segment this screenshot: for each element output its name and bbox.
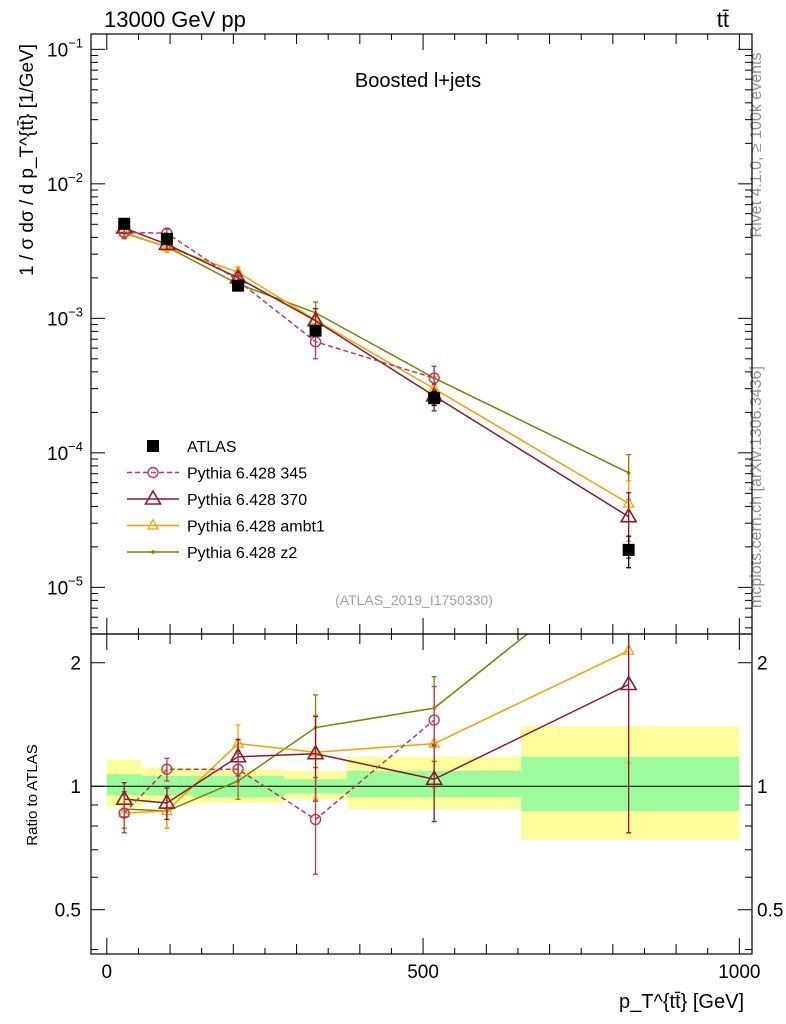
ratio-ytick-label-right-0: 0.5 [757, 901, 783, 922]
ratio-errbar-pythia-6-428-345-1 [164, 757, 170, 782]
series-atlas [118, 217, 635, 569]
legend-label-pythia-6-428-370: Pythia 6.428 370 [187, 492, 307, 509]
main-ytick-exp-0: −5 [68, 573, 83, 588]
legend-item-atlas: ATLAS [147, 439, 237, 456]
main-ytick-base-4: 10 [47, 40, 68, 61]
ratio-ytick-label-right-1: 1 [757, 777, 768, 798]
main-ytick-base-3: 10 [47, 175, 68, 196]
legend-marker-pythia-6-428-z2 [151, 550, 155, 554]
ratio-ylabel: Ratio to ATLAS [24, 744, 41, 845]
ratio-line-pythia-6-428-370 [124, 683, 629, 804]
point-atlas-1 [160, 232, 173, 245]
ratio-point-pythia-6-428-345-3 [309, 813, 322, 826]
ratio-plot [115, 634, 638, 875]
ratio-ytick-label-left-0: 0.5 [55, 901, 81, 922]
xtick-label-0: 0 [102, 962, 113, 983]
line-pythia-6-428-370 [123, 227, 630, 518]
xtick-label-1: 500 [407, 962, 439, 983]
ratio-point-pythia-6-428-370-4 [425, 769, 444, 786]
legend-item-pythia-6-428-z2: Pythia 6.428 z2 [127, 545, 297, 562]
point-atlas-2 [232, 279, 245, 292]
point-atlas-3 [309, 324, 322, 337]
header-left: 13000 GeV pp [104, 7, 246, 32]
main-ytick-exp-3: −2 [68, 170, 83, 185]
main-ytick-label-4: 10−1 [47, 35, 83, 61]
legend-item-pythia-6-428-370: Pythia 6.428 370 [127, 489, 307, 509]
main-frame [90, 33, 753, 635]
legend-marker-atlas [147, 440, 159, 452]
legend-label-atlas: ATLAS [187, 439, 237, 456]
mcplots-label: mcplots.cern.ch [arXiv:1306.3436] [748, 366, 765, 608]
analysis-label: (ATLAS_2019_I1750330) [335, 592, 493, 608]
series-pythia-6-428-z2 [121, 227, 632, 501]
legend-item-pythia-6-428-345: Pythia 6.428 345 [127, 466, 307, 483]
ratio-point-pythia-6-428-345-0 [118, 807, 130, 819]
legend-item-pythia-6-428-ambt1: Pythia 6.428 ambt1 [127, 518, 325, 536]
ratio-ytick-label-left-2: 2 [70, 654, 81, 675]
point-pythia-6-428-345-4 [428, 372, 440, 384]
ratio-errbar-pythia-6-428-345-2 [235, 753, 241, 787]
main-ytick-base-0: 10 [47, 578, 68, 599]
point-atlas-0 [118, 217, 131, 230]
header-right: tt̄ [717, 7, 729, 32]
ratio-point-pythia-6-428-370-1 [158, 793, 176, 809]
point-atlas-5 [622, 543, 635, 556]
ratio-line-pythia-6-428-ambt1 [124, 650, 629, 814]
ratio-point-pythia-6-428-370-5 [619, 674, 638, 691]
legend-marker-pythia-6-428-345 [147, 466, 159, 479]
ratio-ytick-label-right-2: 2 [757, 654, 768, 675]
ratio-errbar-pythia-6-428-345-4 [431, 685, 437, 762]
legend: ATLAS Pythia 6.428 345 Pythia 6.428 370 Pyt… [127, 439, 325, 562]
plot-title: Boosted l+jets [355, 70, 481, 92]
point-pythia-6-428-345-3 [309, 336, 322, 348]
main-ytick-label-2: 10−3 [47, 304, 83, 330]
main-ytick-base-1: 10 [47, 444, 68, 465]
axes: 10−510−410−310−210−10.5 0.51 12 20 500 1000 [47, 33, 783, 983]
point-pythia-6-428-370-5 [619, 507, 638, 523]
ratio-bands [91, 726, 752, 840]
main-ytick-label-1: 10−4 [47, 439, 83, 465]
ratio-errbar-pythia-6-428-345-3 [313, 776, 319, 875]
ratio-point-pythia-6-428-370-3 [306, 744, 325, 760]
ratio-errbar-pythia-6-428-370-5 [626, 634, 632, 834]
line-pythia-6-428-z2 [123, 232, 629, 474]
main-ytick-exp-2: −3 [68, 304, 83, 319]
main-ytick-label-0: 10−5 [47, 573, 83, 599]
band-inner-5 [521, 756, 740, 812]
ratio-frame [90, 633, 753, 955]
ratio-errbar-pythia-6-428-345-0 [121, 794, 127, 834]
point-pythia-6-428-z2-5 [626, 471, 631, 475]
band-inner-1 [141, 775, 193, 796]
legend-label-pythia-6-428-z2: Pythia 6.428 z2 [187, 545, 297, 562]
main-ylabel: 1 / σ dσ / d p_T^{tt̄} [1/GeV] [17, 44, 38, 276]
ratio-ytick-label-left-1: 1 [70, 777, 81, 798]
line-pythia-6-428-345 [124, 231, 435, 379]
legend-label-pythia-6-428-345: Pythia 6.428 345 [187, 466, 307, 483]
rivet-label: Rivet 4.1.0, ≥ 100k events [748, 53, 765, 238]
x-axis-label: p_T^{tt̄} [GeV] [619, 991, 744, 1013]
legend-marker-pythia-6-428-370 [144, 489, 162, 505]
main-ytick-exp-1: −4 [68, 439, 83, 454]
ratio-series-pythia-6-428-345 [118, 685, 440, 875]
ratio-errbar-pythia-6-428-370-1 [164, 787, 170, 821]
main-ytick-label-3: 10−2 [47, 170, 83, 196]
ratio-point-pythia-6-428-345-2 [232, 763, 244, 775]
main-plot [115, 217, 638, 569]
line-pythia-6-428-ambt1 [123, 231, 630, 505]
point-atlas-4 [428, 392, 441, 405]
legend-marker-pythia-6-428-ambt1 [147, 518, 159, 530]
ratio-point-pythia-6-428-345-1 [161, 763, 173, 775]
ratio-point-pythia-6-428-345-4 [428, 714, 440, 726]
legend-label-pythia-6-428-ambt1: Pythia 6.428 ambt1 [187, 519, 325, 536]
main-ytick-exp-4: −1 [68, 35, 83, 50]
xtick-label-2: 1000 [718, 962, 760, 983]
main-ytick-base-2: 10 [47, 309, 68, 330]
